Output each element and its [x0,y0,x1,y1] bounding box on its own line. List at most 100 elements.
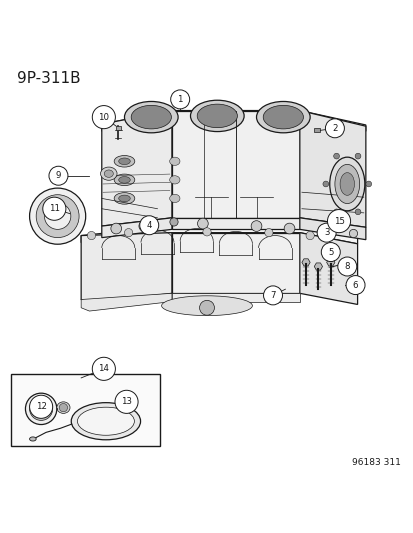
Ellipse shape [114,174,135,185]
Polygon shape [326,259,334,266]
Circle shape [264,229,272,237]
Circle shape [349,229,357,238]
Ellipse shape [339,173,354,195]
Ellipse shape [169,176,180,184]
Ellipse shape [119,195,130,201]
Text: 12: 12 [36,402,47,411]
Text: 4: 4 [146,221,152,230]
Circle shape [29,188,85,244]
Circle shape [197,218,208,229]
Circle shape [169,218,178,226]
Circle shape [36,195,79,238]
Circle shape [44,203,71,229]
Circle shape [139,221,149,231]
Text: 3: 3 [323,228,329,237]
Circle shape [354,153,360,159]
Polygon shape [171,110,299,218]
Polygon shape [81,293,171,311]
Polygon shape [171,233,299,293]
Polygon shape [313,128,320,132]
Ellipse shape [161,296,252,316]
Circle shape [316,223,335,242]
Text: 9: 9 [56,171,61,180]
Ellipse shape [104,170,113,177]
Polygon shape [171,293,299,302]
Circle shape [124,229,133,237]
Circle shape [49,166,68,185]
Ellipse shape [124,101,178,133]
Polygon shape [102,218,171,238]
Circle shape [29,397,52,421]
Circle shape [140,216,158,235]
Text: 8: 8 [344,262,349,271]
Circle shape [333,153,339,159]
Ellipse shape [100,167,117,180]
Text: 15: 15 [333,216,344,225]
Circle shape [170,90,189,109]
Circle shape [111,223,121,234]
Circle shape [322,181,328,187]
Text: 9P-311B: 9P-311B [17,70,81,85]
Circle shape [43,197,66,220]
Ellipse shape [114,156,135,167]
Circle shape [92,357,115,381]
Circle shape [115,390,138,414]
Text: 2: 2 [331,124,337,133]
Polygon shape [301,259,309,266]
Polygon shape [102,110,171,226]
Ellipse shape [77,407,134,435]
Circle shape [59,403,67,411]
Text: 10: 10 [98,112,109,122]
Polygon shape [171,218,299,229]
Ellipse shape [29,437,36,441]
Circle shape [327,209,350,233]
Ellipse shape [71,402,140,440]
Polygon shape [299,233,357,304]
Circle shape [333,209,339,215]
Polygon shape [81,226,357,244]
Text: 6: 6 [352,280,357,289]
Circle shape [263,286,282,305]
Ellipse shape [256,101,309,133]
Polygon shape [299,110,365,227]
Text: 11: 11 [49,204,60,213]
Polygon shape [116,126,121,131]
Circle shape [305,231,313,240]
Text: 13: 13 [121,397,132,406]
Circle shape [199,300,214,315]
Ellipse shape [190,100,244,132]
Text: 5: 5 [327,247,333,256]
Ellipse shape [119,176,130,183]
Ellipse shape [329,157,364,211]
Circle shape [92,106,115,128]
Ellipse shape [334,164,359,204]
Ellipse shape [169,157,180,165]
Circle shape [34,402,47,415]
Text: 1: 1 [177,95,183,104]
Circle shape [25,393,57,424]
Ellipse shape [131,106,171,129]
Circle shape [202,228,211,236]
Circle shape [365,181,371,187]
FancyBboxPatch shape [11,374,159,446]
Circle shape [325,119,344,138]
Polygon shape [299,218,365,240]
Circle shape [87,231,95,240]
Text: 7: 7 [270,291,275,300]
Circle shape [345,276,364,295]
Polygon shape [102,110,365,131]
Ellipse shape [114,192,135,204]
Polygon shape [327,244,335,249]
Ellipse shape [119,158,130,165]
Polygon shape [313,263,322,270]
Text: 96183 311: 96183 311 [351,458,400,466]
Polygon shape [81,233,171,303]
Circle shape [29,395,52,418]
Text: 14: 14 [98,365,109,373]
Ellipse shape [341,260,351,265]
Ellipse shape [169,195,180,203]
Circle shape [320,243,339,262]
Circle shape [354,209,360,215]
Ellipse shape [197,104,237,128]
Circle shape [337,257,356,276]
